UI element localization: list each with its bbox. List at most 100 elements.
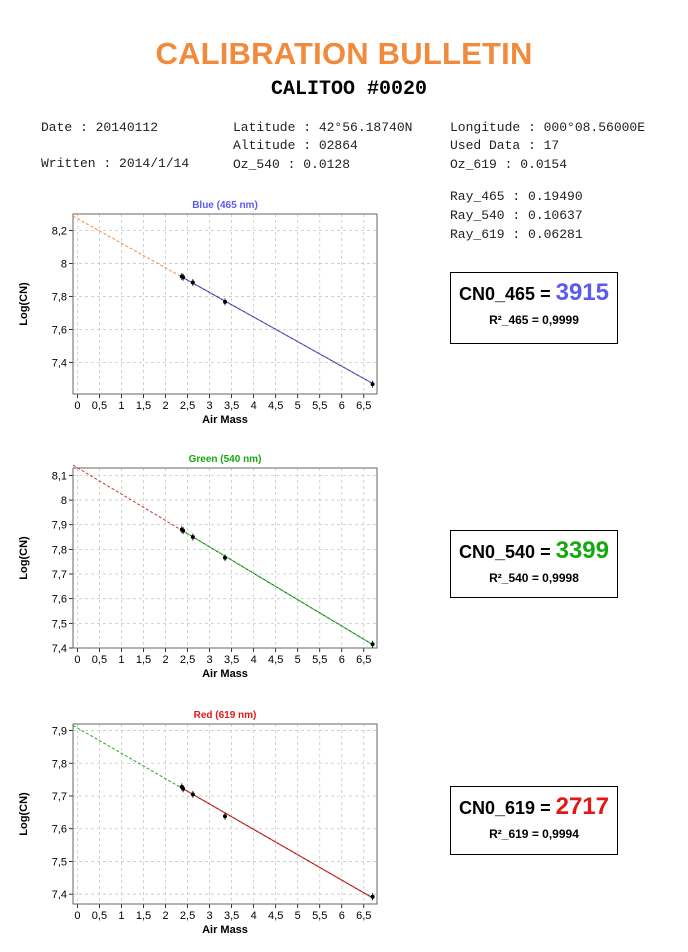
x-tick-label: 1: [118, 654, 124, 666]
y-tick-label: 7,7: [52, 569, 67, 581]
x-tick-label: 4,5: [268, 654, 283, 666]
x-tick-label: 5,5: [312, 400, 327, 412]
device-subtitle: CALITOO #0020: [270, 78, 428, 101]
x-tick-label: 2: [162, 400, 168, 412]
x-tick-label: 4: [251, 654, 257, 666]
x-tick-label: 1,5: [136, 654, 151, 666]
y-tick-label: 7,8: [52, 758, 67, 770]
y-tick-label: 7,8: [52, 544, 67, 556]
y-tick-label: 7,5: [52, 618, 67, 630]
oz619-text: Oz_619 : 0.0154: [450, 157, 568, 172]
x-tick-label: 2,5: [180, 654, 195, 666]
y-tick-label: 8,1: [52, 470, 67, 482]
y-tick-label: 7,9: [52, 520, 67, 532]
x-tick-label: 6: [339, 400, 345, 412]
cn0-540-label: CN0_540 =: [459, 542, 556, 562]
blue-465-chart: Blue (465 nm) 0 0,5 1 1,5 2 2,5 3 3,5 4 4,5 5 5,5 6 6,…: [18, 200, 378, 426]
x-tick-label: 0,5: [92, 400, 107, 412]
x-axis-label: Air Mass: [202, 414, 248, 426]
y-tick-label: 7,9: [52, 726, 67, 738]
y-tick-label: 7,5: [52, 856, 67, 868]
y-tick-label: 7,6: [52, 325, 67, 337]
x-tick-label: 2,5: [180, 400, 195, 412]
y-tick-label: 7,4: [52, 358, 67, 370]
x-tick-label: 5: [295, 400, 301, 412]
altitude-text: Altitude : 02864: [233, 138, 358, 153]
y-axis-label: Log(CN): [18, 282, 30, 326]
x-tick-label: 1,5: [136, 910, 151, 922]
fit-line-overlay: [181, 530, 374, 646]
fit-line-overlay: [181, 787, 374, 899]
x-tick-label: 6: [339, 910, 345, 922]
x-tick-label: 6,5: [356, 400, 371, 412]
y-axis-label: Log(CN): [18, 792, 30, 836]
cn0-465-result-box: CN0_465 = 3915 R²_465 = 0,9999: [450, 272, 618, 344]
x-tick-label: 6,5: [356, 910, 371, 922]
y-tick-label: 8,2: [52, 226, 67, 238]
x-tick-label: 1: [118, 910, 124, 922]
x-tick-label: 0: [74, 910, 80, 922]
x-tick-label: 0: [74, 654, 80, 666]
ray540-text: Ray_540 : 0.10637: [450, 208, 583, 223]
x-tick-label: 3,5: [224, 910, 239, 922]
x-tick-label: 2,5: [180, 910, 195, 922]
fit-line-overlay: [181, 276, 374, 385]
longitude-text: Longitude : 000°08.56000E: [450, 120, 646, 135]
y-tick-label: 7,4: [52, 643, 67, 655]
x-tick-label: 0: [74, 400, 80, 412]
red-619-chart: Red (619 nm) 0 0,5 1 1,5 2 2,5 3 3,5 4 4,5 5 5,5 6 6,5…: [18, 710, 378, 936]
oz540-text: Oz_540 : 0.0128: [233, 157, 351, 172]
cn0-540-value: 3399: [555, 537, 609, 564]
x-tick-label: 4: [251, 910, 257, 922]
y-tick-label: 7,7: [52, 791, 67, 803]
x-tick-label: 2: [162, 910, 168, 922]
latitude-text: Latitude : 42°56.18740N: [233, 120, 413, 135]
written-text: Written : 2014/1/14: [41, 156, 190, 171]
x-tick-label: 1: [118, 400, 124, 412]
x-tick-label: 4,5: [268, 910, 283, 922]
x-tick-label: 5,5: [312, 910, 327, 922]
extrapolation-line: [72, 724, 183, 789]
ray619-text: Ray_619 : 0.06281: [450, 227, 583, 242]
r2-540-text: R²_540 = 0,9998: [489, 571, 579, 585]
y-tick-label: 8: [61, 495, 67, 507]
x-tick-label: 3: [207, 654, 213, 666]
ray465-text: Ray_465 : 0.19490: [450, 189, 583, 204]
x-tick-label: 5: [295, 654, 301, 666]
x-tick-label: 2: [162, 654, 168, 666]
x-tick-label: 4,5: [268, 400, 283, 412]
cn0-540-result-box: CN0_540 = 3399 R²_540 = 0,9998: [450, 530, 618, 598]
r2-465-text: R²_465 = 0,9999: [489, 313, 579, 327]
extrapolation-line: [72, 215, 183, 278]
cn0-465-label: CN0_465 =: [459, 284, 556, 304]
y-axis-label: Log(CN): [18, 536, 30, 580]
plot-border: [72, 213, 378, 395]
y-tick-label: 7,8: [52, 292, 67, 304]
y-tick-label: 7,6: [52, 824, 67, 836]
green-540-chart: Green (540 nm) 0 0,5 1 1,5 2 2,5 3 3,5 4 4,5 5 5,5 6 6…: [18, 454, 378, 680]
chart-title: Red (619 nm): [194, 710, 257, 721]
y-tick-label: 8: [61, 259, 67, 271]
date-text: Date : 20140112: [41, 120, 159, 135]
x-tick-label: 3,5: [224, 654, 239, 666]
chart-title: Blue (465 nm): [192, 200, 258, 211]
x-tick-label: 5,5: [312, 654, 327, 666]
x-axis-label: Air Mass: [202, 924, 248, 936]
used-data-text: Used Data : 17: [450, 138, 560, 153]
x-tick-label: 3: [207, 910, 213, 922]
chart-title: Green (540 nm): [189, 454, 262, 465]
x-tick-label: 1,5: [136, 400, 151, 412]
y-tick-label: 7,4: [52, 889, 67, 901]
cn0-619-value: 2717: [555, 793, 609, 820]
y-tick-label: 7,6: [52, 594, 67, 606]
x-tick-label: 5: [295, 910, 301, 922]
plot-border: [72, 723, 378, 905]
x-tick-label: 6: [339, 654, 345, 666]
x-tick-label: 4: [251, 400, 257, 412]
x-tick-label: 6,5: [356, 654, 371, 666]
x-tick-label: 0,5: [92, 910, 107, 922]
x-tick-label: 3: [207, 400, 213, 412]
plot-border: [72, 467, 378, 649]
x-axis-label: Air Mass: [202, 668, 248, 680]
r2-619-text: R²_619 = 0,9994: [489, 827, 579, 841]
